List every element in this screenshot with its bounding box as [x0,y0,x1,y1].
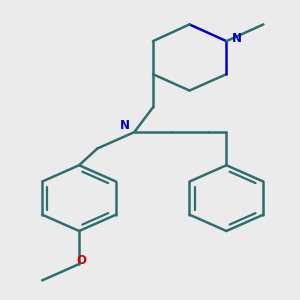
Text: N: N [120,119,130,132]
Text: O: O [76,254,86,267]
Text: N: N [232,32,242,45]
